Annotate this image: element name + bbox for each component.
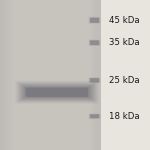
- FancyBboxPatch shape: [17, 82, 97, 103]
- FancyBboxPatch shape: [90, 114, 100, 118]
- Text: 35 kDa: 35 kDa: [109, 38, 139, 47]
- FancyBboxPatch shape: [90, 114, 99, 118]
- FancyBboxPatch shape: [89, 40, 100, 45]
- FancyBboxPatch shape: [22, 85, 92, 99]
- FancyBboxPatch shape: [21, 85, 93, 100]
- FancyBboxPatch shape: [90, 78, 99, 82]
- FancyBboxPatch shape: [88, 114, 101, 119]
- Bar: [100, 0, 150, 150]
- FancyBboxPatch shape: [89, 17, 100, 23]
- FancyBboxPatch shape: [90, 114, 99, 118]
- FancyBboxPatch shape: [23, 86, 91, 99]
- FancyBboxPatch shape: [90, 78, 99, 82]
- FancyBboxPatch shape: [89, 114, 100, 119]
- FancyBboxPatch shape: [90, 18, 99, 23]
- Text: 25 kDa: 25 kDa: [109, 76, 139, 85]
- FancyBboxPatch shape: [18, 83, 96, 102]
- FancyBboxPatch shape: [88, 17, 101, 23]
- FancyBboxPatch shape: [90, 40, 99, 45]
- Text: 18 kDa: 18 kDa: [109, 112, 139, 121]
- FancyBboxPatch shape: [90, 17, 100, 23]
- FancyBboxPatch shape: [90, 18, 99, 23]
- FancyBboxPatch shape: [26, 88, 88, 97]
- FancyBboxPatch shape: [20, 84, 94, 100]
- FancyBboxPatch shape: [25, 87, 89, 97]
- Text: 45 kDa: 45 kDa: [109, 16, 139, 25]
- FancyBboxPatch shape: [90, 40, 100, 45]
- FancyBboxPatch shape: [90, 78, 100, 82]
- FancyBboxPatch shape: [24, 87, 90, 98]
- Bar: [92, 0, 101, 150]
- FancyBboxPatch shape: [18, 82, 96, 102]
- FancyBboxPatch shape: [19, 84, 95, 101]
- FancyBboxPatch shape: [88, 77, 101, 83]
- FancyBboxPatch shape: [88, 40, 101, 46]
- FancyBboxPatch shape: [89, 78, 100, 83]
- FancyBboxPatch shape: [90, 40, 99, 45]
